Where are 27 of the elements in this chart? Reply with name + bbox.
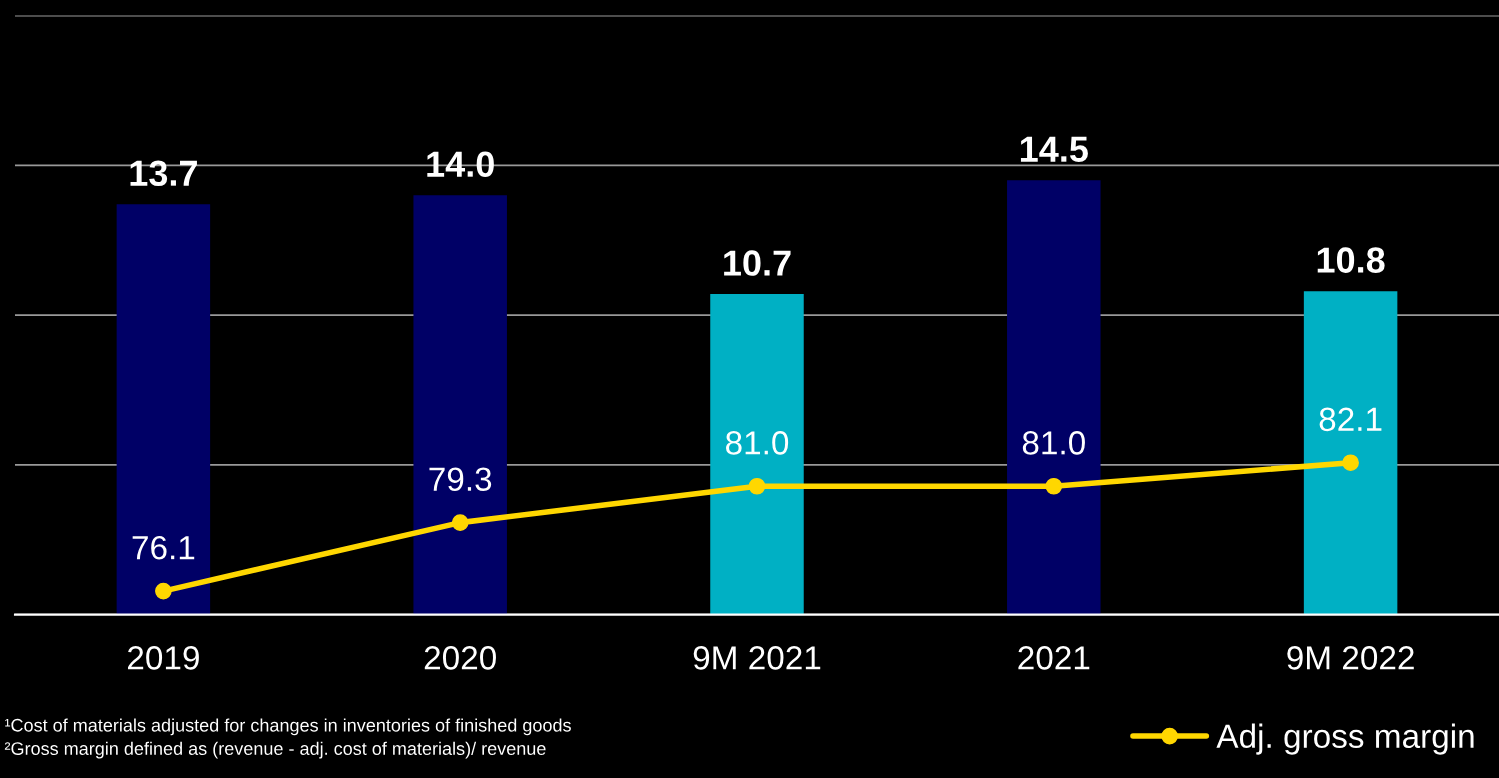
bar (1007, 180, 1101, 615)
data-label: 76.1 (132, 535, 195, 560)
data-label: 82.1 (1319, 407, 1382, 432)
text: ¹Cost of materials adjusted for changes in inventories of finished goods (5, 718, 571, 736)
bar (710, 294, 804, 615)
point (451, 514, 469, 531)
bar (1303, 291, 1398, 615)
point (1342, 454, 1359, 472)
point (155, 582, 172, 600)
data-label: 81.0 (1022, 431, 1085, 455)
data-label: 79.3 (429, 467, 492, 492)
bar (116, 204, 211, 615)
data-label: 14.5 (1020, 136, 1088, 163)
x-tick-label: 2020 (424, 646, 496, 670)
point (748, 477, 766, 495)
data-label: 13.7 (130, 160, 197, 187)
x-tick-label: 2021 (1018, 646, 1090, 670)
bar (413, 195, 507, 615)
x-tick-label: 9M 2021 (693, 646, 821, 670)
x-tick-label: 9M 2022 (1287, 646, 1414, 670)
x-tick-label: 2019 (128, 646, 199, 670)
data-label: 81.0 (726, 431, 789, 455)
data-label: 10.7 (724, 250, 791, 276)
data-label: 10.8 (1317, 247, 1385, 273)
legend-label: Adj. gross margin (1216, 723, 1474, 755)
text: ²Gross margin defined as (revenue - adj. cost of materials)/ revenue (4, 741, 546, 759)
point (1045, 477, 1063, 495)
